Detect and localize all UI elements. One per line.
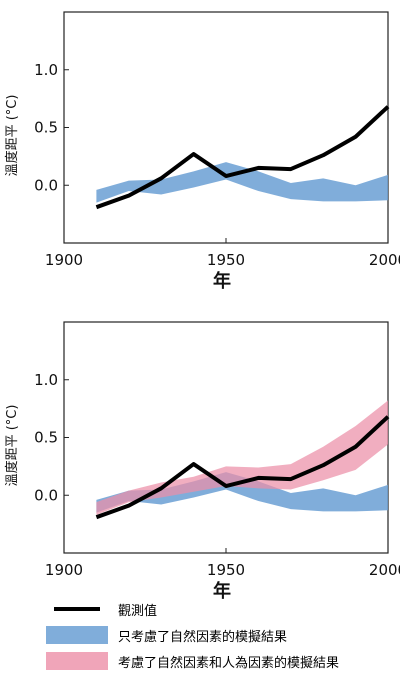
chart-legend: 觀測值 只考慮了自然因素的模擬結果 考慮了自然因素和人為因素的模擬結果 [46,596,396,674]
legend-item-natural: 只考慮了自然因素的模擬結果 [46,622,396,648]
y-tick-label: 0.0 [34,486,58,504]
y-axis-label: 溫度距平 (°C) [4,95,20,177]
legend-item-observed: 觀測值 [46,596,396,622]
y-tick-label: 1.0 [34,371,58,389]
legend-label-observed: 觀測值 [118,603,158,619]
x-axis-label: 年 [213,580,231,602]
x-tick-label: 1900 [45,561,83,579]
legend-label-combined: 考慮了自然因素和人為因素的模擬結果 [118,655,340,671]
x-tick-label: 2000 [369,251,400,269]
legend-swatch-natural [46,626,108,644]
legend-swatch-observed [54,607,100,611]
y-tick-label: 0.5 [34,119,58,137]
series-band-1 [96,400,389,515]
y-tick-label: 1.0 [34,61,58,79]
x-tick-label: 1950 [207,561,245,579]
series-line-observed [95,415,390,520]
legend-label-natural: 只考慮了自然因素的模擬結果 [118,629,288,645]
x-tick-label: 1950 [207,251,245,269]
legend-item-combined: 考慮了自然因素和人為因素的模擬結果 [46,648,396,674]
chart-panel-top: 0.0 0.5 1.0 1900 1950 2000 年 溫度距平 (°C) [4,11,400,292]
legend-swatch-combined [46,652,108,670]
series-band-0 [96,472,389,513]
y-tick-label: 0.5 [34,429,58,447]
series-line-observed [95,105,390,210]
plot-frame [63,11,389,244]
x-axis-label: 年 [213,270,231,292]
chart-panel-bottom: 0.0 0.5 1.0 1900 1950 2000 年 溫度距平 (°C) [4,321,400,602]
x-tick-label: 1900 [45,251,83,269]
y-tick-label: 0.0 [34,176,58,194]
x-tick-label: 2000 [369,561,400,579]
series-band-0 [96,162,389,203]
y-axis-label: 溫度距平 (°C) [4,405,20,487]
